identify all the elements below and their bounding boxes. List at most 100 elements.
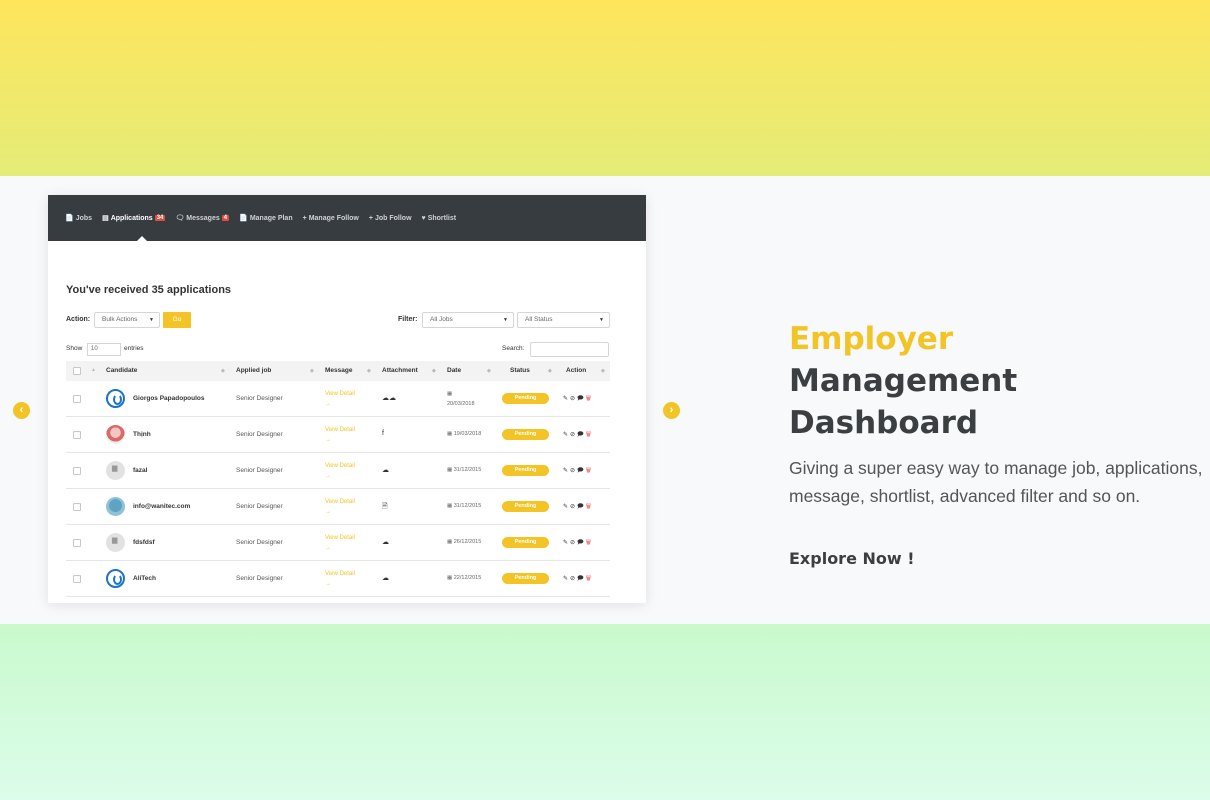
arrow-right-icon: → xyxy=(325,437,331,443)
action-icons[interactable]: ✎⊘🗩 xyxy=(563,432,586,438)
entries-label: entries xyxy=(124,345,144,352)
nav-item-manage-follow[interactable]: + Manage Follow xyxy=(303,215,359,222)
candidate-name[interactable]: info@wanitec.com xyxy=(133,503,191,510)
hero-description: Giving a super easy way to manage job, a… xyxy=(789,458,1203,506)
row-actions[interactable]: ✎⊘🗩🗑 xyxy=(563,394,593,404)
avatar xyxy=(106,389,125,408)
candidate-name[interactable]: Thịnh xyxy=(133,431,151,438)
entries-select[interactable]: 10 xyxy=(87,343,121,356)
sort-icon: ◆ xyxy=(548,368,552,374)
sort-icon: ◆ xyxy=(367,368,371,374)
all-jobs-value: All Jobs xyxy=(430,316,453,323)
nav-item-job-follow[interactable]: + Job Follow xyxy=(369,215,412,222)
nav-item-manage-plan[interactable]: 📄 Manage Plan xyxy=(239,214,293,223)
col-applied-job[interactable]: Applied job xyxy=(236,367,272,374)
attachment-icon[interactable]: 🗎 xyxy=(382,503,388,510)
row-checkbox[interactable] xyxy=(73,503,81,511)
view-detail-link[interactable]: View Detail → xyxy=(325,497,355,517)
chat-icon: 🗨 xyxy=(175,215,185,222)
caret-down-icon: ▼ xyxy=(599,317,604,323)
col-status[interactable]: Status xyxy=(510,367,530,374)
avatar xyxy=(106,497,125,516)
delete-icon[interactable]: 🗑 xyxy=(585,540,594,546)
delete-icon[interactable]: 🗑 xyxy=(585,432,594,438)
plus-icon: + xyxy=(368,214,373,222)
delete-icon[interactable]: 🗑 xyxy=(585,396,594,402)
attachment-icon[interactable]: ☁☁ xyxy=(382,395,396,402)
view-detail-link[interactable]: View Detail → xyxy=(325,425,355,445)
action-icons[interactable]: ✎⊘🗩 xyxy=(563,468,586,474)
delete-icon[interactable]: 🗑 xyxy=(585,468,594,474)
applications-title: You've received 35 applications xyxy=(66,284,232,296)
arrow-right-icon: → xyxy=(325,401,331,407)
search-input[interactable] xyxy=(530,342,609,357)
nav-item-messages[interactable]: 🗨 Messages 4 xyxy=(175,214,230,222)
col-date[interactable]: Date xyxy=(447,367,462,374)
all-status-select[interactable]: All Status ▼ xyxy=(517,312,610,328)
candidate-name[interactable]: Giorgos Papadopoulos xyxy=(133,395,205,402)
date-value: 19/03/2018 xyxy=(453,431,482,437)
bulk-actions-select[interactable]: Bulk Actions ▼ xyxy=(94,312,160,328)
action-icons[interactable]: ✎⊘🗩 xyxy=(563,576,586,582)
col-attachment[interactable]: Attachment xyxy=(382,367,418,374)
carousel-next-button[interactable]: › xyxy=(663,402,680,419)
row-checkbox[interactable] xyxy=(73,539,81,547)
col-action[interactable]: Action xyxy=(566,367,587,374)
list-icon: ▤ xyxy=(102,215,109,222)
attachment-icon[interactable]: f xyxy=(382,430,384,437)
row-actions[interactable]: ✎⊘🗩🗑 xyxy=(563,574,593,584)
row-checkbox[interactable] xyxy=(73,575,81,583)
view-detail-link[interactable]: View Detail → xyxy=(325,533,355,553)
delete-icon[interactable]: 🗑 xyxy=(585,504,594,510)
status-badge: Pending xyxy=(502,393,549,404)
nav-item-applications[interactable]: ▤ Applications 34 xyxy=(102,214,166,222)
nav-item-shortlist[interactable]: ♥ Shortlist xyxy=(422,215,457,222)
view-detail-label: View Detail xyxy=(325,499,355,505)
avatar xyxy=(106,533,125,552)
view-detail-link[interactable]: View Detail → xyxy=(325,569,355,589)
applied-job: Senior Designer xyxy=(236,539,283,546)
col-message[interactable]: Message xyxy=(325,367,353,374)
status-badge: Pending xyxy=(502,429,549,440)
action-icons[interactable]: ✎⊘🗩 xyxy=(563,540,586,546)
date-value: 26/12/2015 xyxy=(453,539,482,545)
attachment-icon[interactable]: ☁ xyxy=(382,575,389,582)
row-actions[interactable]: ✎⊘🗩🗑 xyxy=(563,430,593,440)
row-checkbox[interactable] xyxy=(73,467,81,475)
candidate-name[interactable]: fazal xyxy=(133,467,148,474)
attachment-icon[interactable]: ☁ xyxy=(382,467,389,474)
all-jobs-select[interactable]: All Jobs ▼ xyxy=(422,312,514,328)
table-row: AliTech Senior Designer View Detail → ☁ ▦ 22/… xyxy=(66,561,610,597)
row-actions[interactable]: ✎⊘🗩🗑 xyxy=(563,502,593,512)
carousel-prev-button[interactable]: ‹ xyxy=(13,402,30,419)
sort-icon: ◆ xyxy=(487,368,491,374)
status-badge: Pending xyxy=(502,501,549,512)
view-detail-link[interactable]: View Detail → xyxy=(325,461,355,481)
date-value: 22/12/2015 xyxy=(453,575,482,581)
view-detail-label: View Detail xyxy=(325,535,355,541)
hero-line-2: Management xyxy=(789,363,1018,399)
action-icons[interactable]: ✎⊘🗩 xyxy=(563,504,586,510)
col-candidate[interactable]: Candidate xyxy=(106,367,138,374)
candidate-name[interactable]: AliTech xyxy=(133,575,156,582)
view-detail-label: View Detail xyxy=(325,391,355,397)
applied-job: Senior Designer xyxy=(236,503,283,510)
table-row: fdsfdsf Senior Designer View Detail → ☁ ▦ 26/… xyxy=(66,525,610,561)
attachment-icon[interactable]: ☁ xyxy=(382,539,389,546)
avatar xyxy=(106,569,125,588)
table-row: info@wanitec.com Senior Designer View Deta… xyxy=(66,489,610,525)
candidate-name[interactable]: fdsfdsf xyxy=(133,539,155,546)
action-icons[interactable]: ✎⊘🗩 xyxy=(563,396,586,402)
caret-down-icon: ▼ xyxy=(149,317,154,323)
delete-icon[interactable]: 🗑 xyxy=(585,576,594,582)
row-actions[interactable]: ✎⊘🗩🗑 xyxy=(563,466,593,476)
row-checkbox[interactable] xyxy=(73,431,81,439)
nav-item-jobs[interactable]: 📄 Jobs xyxy=(65,214,92,223)
row-actions[interactable]: ✎⊘🗩🗑 xyxy=(563,538,593,548)
search-label: Search: xyxy=(502,345,525,352)
explore-now-link[interactable]: Explore Now ! xyxy=(789,549,915,568)
go-button[interactable]: Go xyxy=(163,312,191,328)
view-detail-link[interactable]: View Detail → xyxy=(325,389,355,409)
select-all-checkbox[interactable] xyxy=(73,367,81,375)
row-checkbox[interactable] xyxy=(73,395,81,403)
